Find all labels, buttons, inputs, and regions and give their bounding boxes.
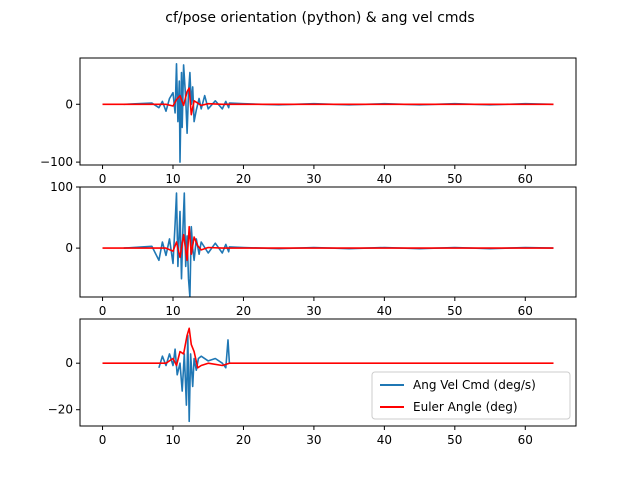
- legend-frame: [371, 371, 571, 420]
- subplot-2-xtick-label: 20: [236, 304, 251, 318]
- subplot-1-ytick-label: −100: [40, 155, 73, 169]
- legend: Ang Vel Cmd (deg/s) Euler Angle (deg): [371, 371, 571, 420]
- subplot-1-xtick-label: 30: [306, 172, 321, 186]
- subplot-2-series-euler-angle-line: [102, 225, 554, 262]
- subplot-1-xtick-label: 60: [518, 172, 533, 186]
- subplot-2-xtick-label: 0: [99, 304, 107, 318]
- subplot-2-xtick-label: 40: [377, 304, 392, 318]
- subplot-1-xtick-label: 10: [165, 172, 180, 186]
- subplot-2-xtick-label: 60: [518, 304, 533, 318]
- subplot-1-xtick-label: 20: [236, 172, 251, 186]
- legend-label-ang-vel: Ang Vel Cmd (deg/s): [413, 378, 536, 392]
- subplot-3-xtick-label: 0: [99, 433, 107, 447]
- subplot-2-ytick-label: 0: [65, 241, 73, 255]
- subplot-3-xtick-label: 60: [518, 433, 533, 447]
- figure-title: cf/pose orientation (python) & ang vel c…: [165, 10, 474, 26]
- subplot-1-xtick-label: 40: [377, 172, 392, 186]
- subplot-3-xtick-label: 10: [165, 433, 180, 447]
- subplot-1: 0 10 20 30 40 50 60 −100 0: [40, 57, 577, 186]
- subplot-1-xtick-label: 0: [99, 172, 107, 186]
- subplot-3-frame: [79, 318, 577, 427]
- subplot-1-ytick-label: 0: [65, 97, 73, 111]
- subplot-3: 0 10 20 30 40 50 60 −20 0: [48, 318, 577, 447]
- subplot-3-series-ang-vel-cmd-line: [158, 334, 231, 423]
- subplot-3-xtick-label: 50: [447, 433, 462, 447]
- subplot-3-ytick-label: −20: [48, 403, 73, 417]
- subplot-2-frame: [79, 186, 577, 298]
- subplot-3-ytick-label: 0: [65, 356, 73, 370]
- subplot-1-series-euler-angle-line: [102, 87, 554, 116]
- subplot-2-ytick-label: 100: [50, 180, 73, 194]
- subplot-2: 0 10 20 30 40 50 60 0 100: [50, 180, 577, 318]
- subplot-2-xtick-label: 50: [447, 304, 462, 318]
- subplot-3-xtick-label: 30: [306, 433, 321, 447]
- subplot-2-xtick-label: 10: [165, 304, 180, 318]
- subplot-1-xtick-label: 50: [447, 172, 462, 186]
- legend-label-euler: Euler Angle (deg): [413, 400, 518, 414]
- subplot-3-xtick-label: 20: [236, 433, 251, 447]
- subplot-2-xtick-label: 30: [306, 304, 321, 318]
- subplot-1-frame: [79, 57, 577, 166]
- subplot-3-xtick-label: 40: [377, 433, 392, 447]
- subplot-3-series-euler-angle-line: [102, 327, 554, 369]
